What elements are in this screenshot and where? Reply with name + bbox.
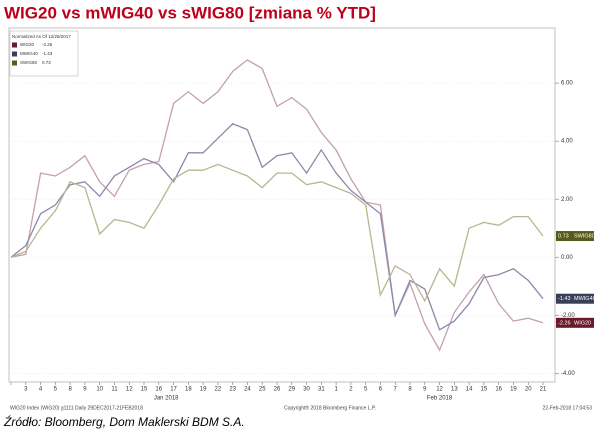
x-tick-label: 24	[244, 387, 251, 393]
legend-name: WIG20	[20, 42, 35, 47]
x-tick-label: 13	[451, 387, 458, 393]
x-tick-label: 19	[200, 387, 207, 393]
x-tick-label: 7	[394, 387, 398, 393]
legend-name: SWIG80	[20, 60, 38, 65]
y-tick-label: 2.00	[561, 197, 573, 203]
end-label-value: -2.26	[558, 320, 571, 326]
end-label-value: -1.43	[558, 296, 571, 302]
x-tick-label: 12	[126, 387, 133, 393]
x-tick-label: 12	[436, 387, 443, 393]
x-tick-label: 16	[495, 387, 502, 393]
source: Źródło: Bloomberg, Dom Maklerski BDM S.A…	[3, 414, 245, 429]
chart-title: WIG20 vs mWIG40 vs sWIG80 [zmiana % YTD]	[4, 3, 376, 22]
y-tick-label: 0.00	[561, 255, 573, 261]
end-label-box	[556, 293, 594, 304]
x-tick-label: 3	[24, 387, 28, 393]
month-label: Jan 2018	[154, 396, 179, 402]
x-tick-label: 15	[141, 387, 148, 393]
x-tick-label: 15	[481, 387, 488, 393]
y-tick-label: 4.00	[561, 139, 573, 145]
x-tick-label: 22	[215, 387, 222, 393]
series-line	[10, 123, 544, 331]
legend-swatch	[12, 42, 17, 48]
legend-value: -2.26	[42, 42, 53, 47]
x-tick-label: 18	[185, 387, 192, 393]
x-tick-label: 2	[349, 387, 353, 393]
series-line	[10, 59, 544, 352]
x-tick-label: 1	[334, 387, 338, 393]
plot-frame	[8, 27, 556, 383]
legend-swatch	[12, 60, 17, 66]
footer-right: 22-Feb-2018 17:04:53	[543, 405, 593, 411]
x-tick-label: 19	[510, 387, 517, 393]
end-label-box	[556, 317, 594, 328]
end-label-value: 0.73	[558, 234, 569, 240]
y-tick-label: 6.00	[561, 81, 573, 87]
x-tick-label: 25	[259, 387, 266, 393]
legend-value: 0.73	[42, 60, 51, 65]
end-label-box	[556, 231, 594, 242]
x-tick-label: 31	[318, 387, 325, 393]
legend-title: Normalized As Of 12/29/2017	[12, 34, 71, 39]
x-tick-label: 14	[466, 387, 473, 393]
x-tick-label: 11	[111, 387, 118, 393]
series-line	[10, 163, 544, 303]
end-label-name: WIG20	[574, 320, 591, 326]
x-tick-label: 5	[54, 387, 58, 393]
x-tick-label: 23	[229, 387, 236, 393]
legend-swatch	[12, 51, 17, 57]
y-tick-label: -4.00	[561, 371, 575, 377]
end-label-name: SWIG80	[574, 234, 595, 240]
x-tick-label: 30	[303, 387, 310, 393]
x-tick-label: 20	[525, 387, 532, 393]
legend-box	[9, 30, 79, 77]
x-tick-label: 9	[83, 387, 87, 393]
legend-name: MWIG40	[20, 51, 38, 56]
x-tick-label: 4	[39, 387, 43, 393]
x-tick-label: 8	[68, 387, 72, 393]
x-tick-label: 16	[155, 387, 162, 393]
x-tick-label: 9	[423, 387, 427, 393]
x-tick-label: 17	[170, 387, 177, 393]
footer-center: Copyright® 2018 Bloomberg Finance L.P.	[284, 404, 376, 411]
x-tick-label: 5	[364, 387, 368, 393]
legend-value: -1.43	[42, 51, 53, 56]
x-tick-label: 10	[96, 387, 103, 393]
x-tick-label: 21	[540, 387, 547, 393]
x-tick-label: 8	[408, 387, 412, 393]
y-tick-label: -2.00	[561, 313, 575, 319]
footer-left: WIG20 Index (WIG20) g1111 Daily 29DEC201…	[10, 405, 143, 411]
x-tick-label: 26	[274, 387, 281, 393]
x-tick-label: 6	[379, 387, 383, 393]
end-label-name: MWIG40	[574, 296, 596, 302]
x-tick-label: 29	[288, 387, 295, 393]
month-label: Feb 2018	[427, 396, 453, 402]
